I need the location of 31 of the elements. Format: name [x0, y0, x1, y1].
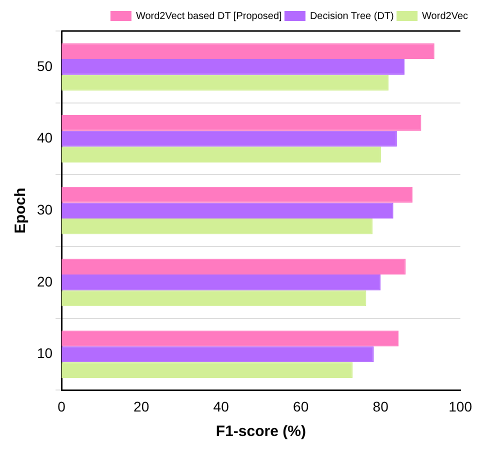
y-tick-label: 10	[36, 345, 53, 362]
y-axis-title: Epoch	[12, 188, 30, 234]
bar	[62, 186, 412, 203]
bar	[62, 346, 374, 362]
bar	[62, 330, 399, 346]
bar	[62, 290, 366, 306]
bar	[62, 258, 406, 275]
y-tick-label: 40	[36, 130, 53, 146]
bar	[62, 130, 397, 147]
legend-label: Word2Vec	[422, 10, 468, 22]
x-axis-title: F1-score (%)	[216, 423, 306, 440]
x-tick-label: 40	[213, 398, 230, 414]
x-tick-label: 0	[58, 398, 66, 414]
x-tick-label: 100	[448, 398, 472, 414]
bar	[62, 218, 373, 234]
bar	[62, 274, 381, 290]
y-tick-label: 30	[36, 201, 53, 218]
bar	[62, 115, 422, 131]
x-tick-label: 60	[293, 398, 309, 414]
legend-label: Word2Vect based DT [Proposed]	[136, 10, 282, 22]
bar	[62, 74, 389, 91]
legend-label: Decision Tree (DT)	[310, 10, 394, 22]
bar	[62, 59, 404, 75]
bar	[62, 43, 434, 60]
y-tick-label: 50	[36, 58, 53, 74]
bar	[62, 202, 394, 219]
x-tick-label: 20	[134, 398, 150, 414]
bar	[62, 146, 381, 162]
y-tick-label: 20	[36, 273, 53, 290]
x-tick-label: 80	[372, 398, 389, 414]
bar	[62, 362, 353, 378]
